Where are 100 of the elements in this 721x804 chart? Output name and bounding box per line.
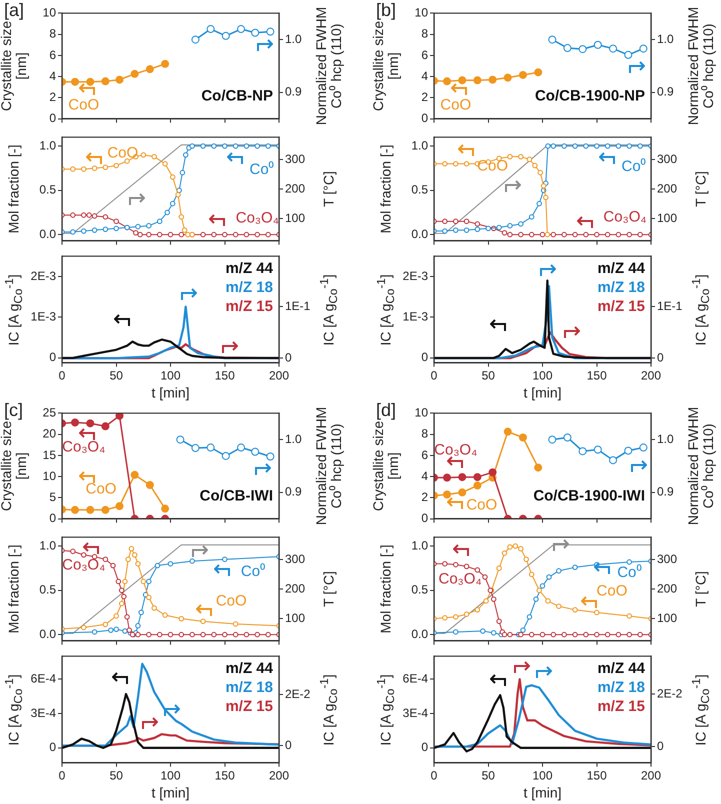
y-tick-label: 20 [42, 426, 56, 441]
legend-label: CoO [216, 592, 247, 610]
legend-label: Co₃O₄ [62, 438, 106, 456]
y-tick-label: 10 [414, 406, 428, 420]
x-tick-label: 150 [586, 768, 608, 782]
y-tick-label: 0.0 [39, 626, 56, 641]
y2-tick-label: 1.0 [285, 432, 302, 446]
y-tick-label: 0.5 [39, 182, 56, 197]
annotation: Co/CB-1900-IWI [533, 487, 645, 504]
text: [c] [4, 400, 24, 421]
y-tick-label: 1.0 [39, 138, 56, 152]
y-tick-label: 2E-3 [30, 268, 56, 283]
y-tick-label: 3E-4 [30, 706, 56, 720]
x-tick-label: 0 [430, 368, 438, 382]
text: [a] [4, 0, 24, 21]
y-tick-label: 0 [421, 350, 428, 364]
x-tick-label: 50 [110, 768, 124, 782]
series-label: Co₃O₄ [438, 570, 482, 588]
y2-tick-label: 2E-2 [657, 686, 683, 700]
y2-axis-title: T [°C] [320, 571, 336, 607]
legend-label: CoO [86, 480, 116, 498]
y-tick-label: 6E-4 [30, 671, 56, 686]
legend-label: CoO [440, 96, 472, 114]
y2-tick-label: 100 [285, 210, 306, 225]
y-tick-label: 10 [414, 6, 428, 20]
y2-tick-label: 100 [657, 610, 678, 625]
text: m/Z 18 [597, 678, 645, 698]
text: m/Z 18 [597, 278, 645, 298]
x-tick-label: 150 [214, 368, 236, 382]
y2-tick-label: 1.0 [657, 32, 674, 46]
x-tick-label: 50 [482, 368, 496, 382]
y-tick-label: 6E-4 [402, 671, 428, 686]
y2-tick-label: 300 [285, 152, 306, 166]
y2-tick-label: 0 [285, 738, 292, 752]
y-axis-title: Mol fraction [-] [6, 144, 22, 236]
y2-tick-label: 0.9 [285, 484, 302, 499]
y-tick-label: 6 [49, 48, 56, 62]
y-tick-label: 0 [49, 350, 56, 364]
legend-label: CoO [466, 496, 498, 514]
y-tick-label: 3E-4 [402, 706, 428, 720]
series-label: m/Z 15 [597, 697, 645, 716]
y2-tick-label: 0.9 [657, 484, 674, 499]
y-tick-label: 0 [421, 740, 428, 754]
legend-label: Co⁰ [240, 562, 266, 580]
x-tick-label: 100 [160, 368, 181, 382]
series-label: Co₃O₄ [62, 556, 106, 574]
y-tick-label: 6 [421, 448, 428, 462]
y-tick-label: 0.5 [39, 582, 56, 597]
legend-label: CoO [107, 144, 138, 162]
text: [d] [376, 400, 396, 421]
annotation: Co/CB-1900-NP [534, 87, 645, 104]
x-tick-label: 50 [482, 768, 496, 782]
y-tick-label: 2 [49, 90, 56, 104]
y-tick-label: 0 [49, 511, 56, 526]
y2-tick-label: 200 [657, 181, 678, 196]
x-tick-label: 100 [532, 768, 553, 782]
y-axis-title: Mol fraction [-] [6, 544, 22, 636]
y2-tick-label: 100 [285, 610, 306, 625]
y-tick-label: 0.0 [411, 226, 428, 241]
text: m/Z 18 [225, 678, 273, 698]
y-tick-label: 8 [49, 26, 56, 41]
x-tick-label: 200 [640, 768, 662, 782]
text: m/Z 44 [225, 259, 273, 278]
y2-tick-label: 200 [657, 581, 678, 596]
y-axis-title: Mol fraction [-] [378, 544, 394, 636]
y2-tick-label: 1.0 [285, 32, 302, 46]
legend-label: Co⁰ [617, 563, 642, 582]
y-tick-label: 4 [421, 468, 428, 483]
y2-axis-title: Normalized FWHM Co⁰ hcp (110) [313, 6, 344, 128]
x-tick-label: 150 [586, 368, 608, 382]
y2-tick-label: 200 [285, 181, 306, 196]
x-tick-label: 200 [640, 368, 662, 382]
y-tick-label: 5 [49, 490, 56, 504]
y2-tick-label: 0 [285, 350, 292, 364]
y2-axis-title: Normalized FWHM Co⁰ hcp (110) [313, 406, 344, 528]
x-tick-label: 150 [214, 768, 236, 782]
legend-label: CoO [68, 96, 100, 114]
y-tick-label: 25 [42, 406, 56, 420]
legend-label: CoO [596, 582, 628, 600]
x-tick-label: 200 [268, 368, 290, 382]
y-tick-label: 4 [421, 68, 428, 83]
y-tick-label: 0 [49, 111, 56, 126]
y-tick-label: 1.0 [411, 138, 428, 152]
y2-tick-label: 0.9 [657, 84, 674, 99]
y-tick-label: 10 [42, 6, 56, 20]
annotation: Co/CB-NP [201, 87, 273, 104]
y2-axis-title: T [°C] [692, 571, 708, 607]
y2-axis-title: Normalized FWHM Co⁰ hcp (110) [685, 6, 716, 128]
x-tick-label: 0 [430, 768, 438, 782]
x-axis-title: t [min] [151, 784, 190, 800]
series-label: Co₃O₄ [434, 442, 478, 459]
y-tick-label: 4 [49, 68, 56, 83]
y2-tick-label: 300 [657, 152, 678, 166]
y-tick-label: 0.0 [39, 226, 56, 241]
y-axis-title: Crystallite size [nm] [0, 20, 29, 114]
legend-label: Co₃O₄ [603, 208, 646, 226]
y2-tick-label: 1E-1 [657, 298, 683, 313]
text: m/Z 44 [597, 659, 645, 678]
x-tick-label: 100 [160, 768, 181, 782]
y2-tick-label: 1.0 [657, 432, 674, 446]
